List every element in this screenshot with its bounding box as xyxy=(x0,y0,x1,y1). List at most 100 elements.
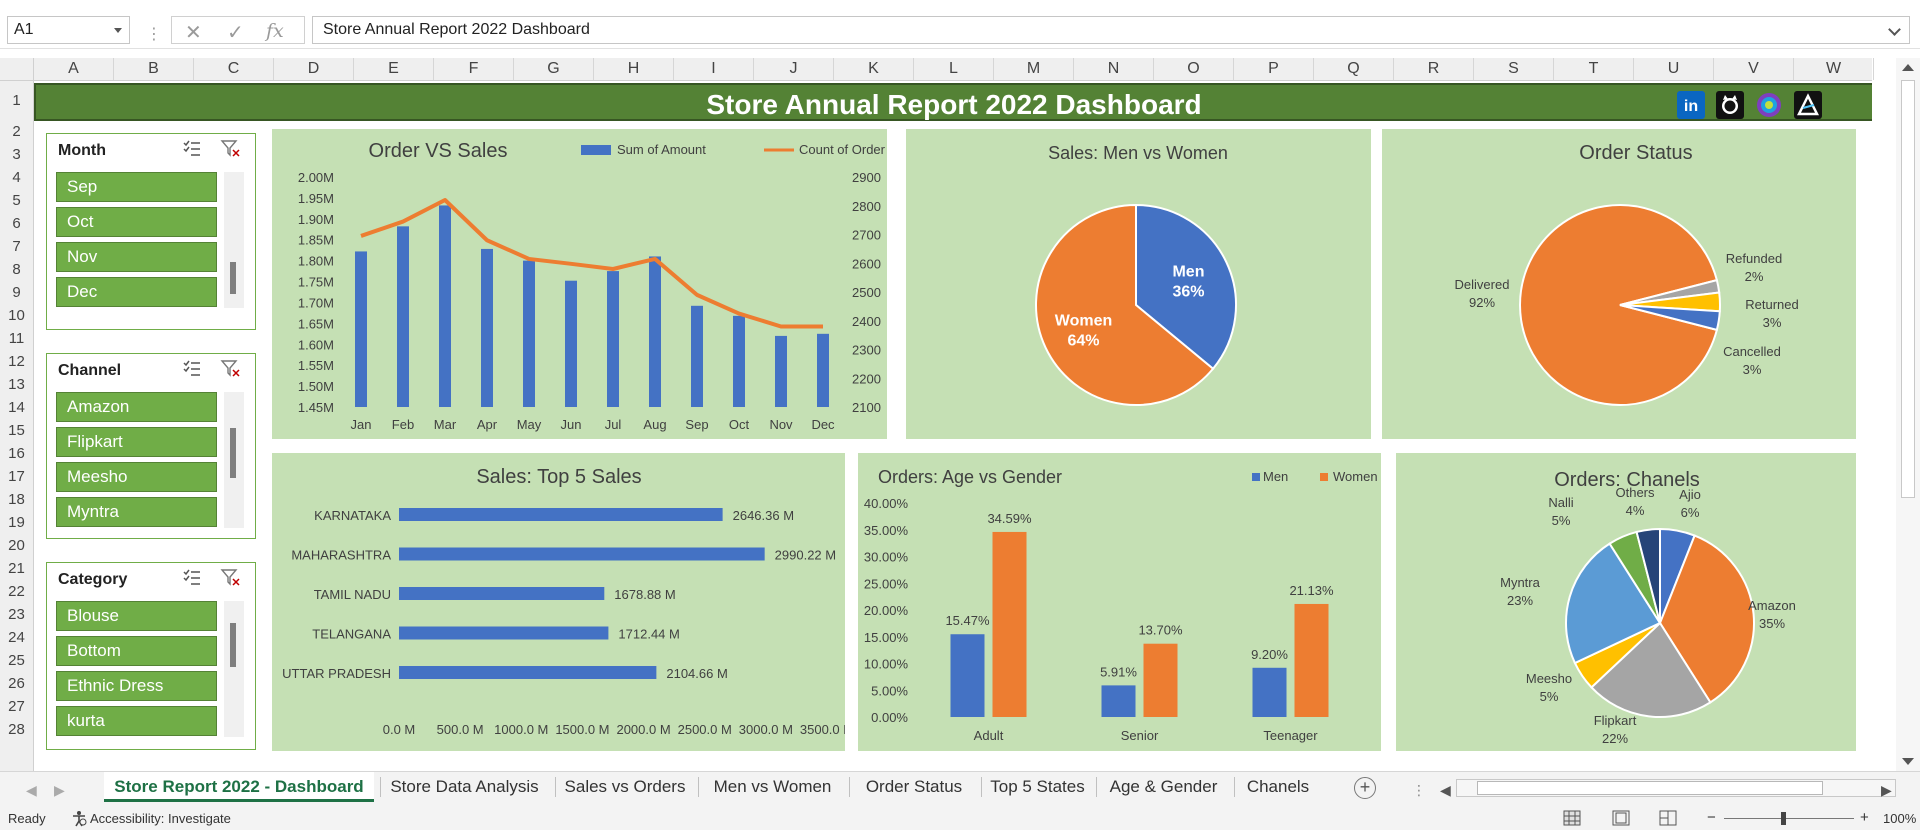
row-header-28[interactable]: 28 xyxy=(8,721,25,738)
website-icon[interactable] xyxy=(1794,91,1822,119)
multi-select-icon[interactable] xyxy=(182,359,202,384)
column-header-r[interactable]: R xyxy=(1394,58,1474,80)
scroll-left-icon[interactable]: ◀ xyxy=(1440,782,1451,798)
month-slicer-scrollbar[interactable] xyxy=(224,172,244,308)
column-header-b[interactable]: B xyxy=(114,58,194,80)
column-header-a[interactable]: A xyxy=(34,58,114,80)
slicer-item-amazon[interactable]: Amazon xyxy=(56,392,217,422)
slicer-item-bottom[interactable]: Bottom xyxy=(56,636,217,666)
slicer-item-myntra[interactable]: Myntra xyxy=(56,497,217,527)
row-header-2[interactable]: 2 xyxy=(12,123,21,140)
row-header-8[interactable]: 8 xyxy=(12,261,21,278)
slicer-item-sep[interactable]: Sep xyxy=(56,172,217,202)
column-header-f[interactable]: F xyxy=(434,58,514,80)
top-5-states-chart[interactable]: Sales: Top 5 Sales KARNATAKA 2646.36 M MAHA… xyxy=(272,453,854,751)
row-header-24[interactable]: 24 xyxy=(8,629,25,646)
sheet-tab-1[interactable]: Store Report 2022 - Dashboard xyxy=(104,772,374,802)
slicer-item-blouse[interactable]: Blouse xyxy=(56,601,217,631)
next-sheet-icon[interactable]: ▶ xyxy=(54,782,65,798)
github-icon[interactable] xyxy=(1716,91,1744,119)
column-header-q[interactable]: Q xyxy=(1314,58,1394,80)
row-header-22[interactable]: 22 xyxy=(8,583,25,600)
channel-slicer-scrollbar[interactable] xyxy=(224,392,244,528)
column-header-k[interactable]: K xyxy=(834,58,914,80)
slicer-item-meesho[interactable]: Meesho xyxy=(56,462,217,492)
scroll-right-icon[interactable]: ▶ xyxy=(1881,782,1892,798)
accessibility-icon[interactable] xyxy=(70,809,88,830)
row-header-4[interactable]: 4 xyxy=(12,169,21,186)
row-header-16[interactable]: 16 xyxy=(8,445,25,462)
enter-icon[interactable]: ✓ xyxy=(227,22,244,44)
column-header-v[interactable]: V xyxy=(1714,58,1794,80)
row-header-14[interactable]: 14 xyxy=(8,399,25,416)
zoom-slider-thumb[interactable] xyxy=(1781,812,1786,825)
horizontal-scrollbar[interactable] xyxy=(1456,779,1896,797)
row-header-3[interactable]: 3 xyxy=(12,146,21,163)
row-header-20[interactable]: 20 xyxy=(8,537,25,554)
column-header-o[interactable]: O xyxy=(1154,58,1234,80)
cancel-icon[interactable]: ✕ xyxy=(185,22,202,44)
sheet-tab-4[interactable]: Men vs Women xyxy=(713,777,832,796)
men-vs-women-chart[interactable]: Sales: Men vs Women Men 36% Women 64% xyxy=(906,129,1371,439)
row-header-1[interactable]: 1 xyxy=(12,92,21,109)
vertical-scroll-thumb[interactable] xyxy=(1901,80,1915,498)
linkedin-icon[interactable]: in xyxy=(1677,91,1705,119)
row-header-12[interactable]: 12 xyxy=(8,353,25,370)
vertical-scrollbar[interactable] xyxy=(1896,58,1920,771)
slicer-item-kurta[interactable]: kurta xyxy=(56,706,217,736)
worksheet-area[interactable]: Store Annual Report 2022 Dashboard in Mo… xyxy=(34,81,1872,771)
column-header-g[interactable]: G xyxy=(514,58,594,80)
row-header-9[interactable]: 9 xyxy=(12,284,21,301)
category-slicer-scrollbar[interactable] xyxy=(224,601,244,737)
column-header-l[interactable]: L xyxy=(914,58,994,80)
sheet-tab-6[interactable]: Top 5 States xyxy=(990,777,1085,796)
name-box[interactable]: A1 xyxy=(7,16,130,44)
row-header-7[interactable]: 7 xyxy=(12,238,21,255)
row-header-15[interactable]: 15 xyxy=(8,422,25,439)
row-header-27[interactable]: 27 xyxy=(8,698,25,715)
order-status-chart[interactable]: Order Status Delivered 92% Refunded 2% Return… xyxy=(1382,129,1856,439)
page-break-view-icon[interactable] xyxy=(1659,810,1677,829)
prev-sheet-icon[interactable]: ◀ xyxy=(26,782,37,798)
column-header-u[interactable]: U xyxy=(1634,58,1714,80)
accessibility-status[interactable]: Accessibility: Investigate xyxy=(90,811,231,826)
slicer-item-dec[interactable]: Dec xyxy=(56,277,217,307)
zoom-level[interactable]: 100% xyxy=(1883,811,1917,826)
zoom-in-icon[interactable]: + xyxy=(1860,809,1869,826)
name-box-dropdown-icon[interactable] xyxy=(114,28,122,33)
column-header-p[interactable]: P xyxy=(1234,58,1314,80)
slicer-item-oct[interactable]: Oct xyxy=(56,207,217,237)
column-header-t[interactable]: T xyxy=(1554,58,1634,80)
row-header-23[interactable]: 23 xyxy=(8,606,25,623)
select-all-corner[interactable] xyxy=(0,58,34,80)
column-header-i[interactable]: I xyxy=(674,58,754,80)
column-header-w[interactable]: W xyxy=(1794,58,1874,80)
add-sheet-icon[interactable]: + xyxy=(1354,777,1376,799)
column-header-d[interactable]: D xyxy=(274,58,354,80)
zoom-slider-track[interactable] xyxy=(1724,818,1854,819)
slicer-item-ethnic-dress[interactable]: Ethnic Dress xyxy=(56,671,217,701)
multi-select-icon[interactable] xyxy=(182,139,202,164)
clear-filter-icon[interactable] xyxy=(220,139,242,164)
column-header-j[interactable]: J xyxy=(754,58,834,80)
row-header-6[interactable]: 6 xyxy=(12,215,21,232)
column-header-n[interactable]: N xyxy=(1074,58,1154,80)
row-header-25[interactable]: 25 xyxy=(8,652,25,669)
normal-view-icon[interactable] xyxy=(1563,810,1581,829)
row-header-13[interactable]: 13 xyxy=(8,376,25,393)
orders-channels-chart[interactable]: Orders: Chanels Ajio 6% Amazon 35% Flipkart 22… xyxy=(1396,453,1856,751)
clear-filter-icon[interactable] xyxy=(220,568,242,593)
scroll-up-icon[interactable] xyxy=(1902,64,1914,71)
multi-select-icon[interactable] xyxy=(182,568,202,593)
row-header-10[interactable]: 10 xyxy=(8,307,25,324)
row-header-18[interactable]: 18 xyxy=(8,491,25,508)
more-tabs-icon[interactable]: ⋮ xyxy=(1412,782,1426,798)
slicer-item-flipkart[interactable]: Flipkart xyxy=(56,427,217,457)
insert-function-icon[interactable]: fx xyxy=(266,20,284,42)
more-options-icon[interactable]: ⋮ xyxy=(146,26,162,43)
slicer-item-nov[interactable]: Nov xyxy=(56,242,217,272)
row-header-17[interactable]: 17 xyxy=(8,468,25,485)
sheet-tab-8[interactable]: Chanels xyxy=(1246,777,1310,796)
sheet-tab-3[interactable]: Sales vs Orders xyxy=(564,777,686,796)
expand-formula-bar-icon[interactable] xyxy=(1888,23,1901,36)
